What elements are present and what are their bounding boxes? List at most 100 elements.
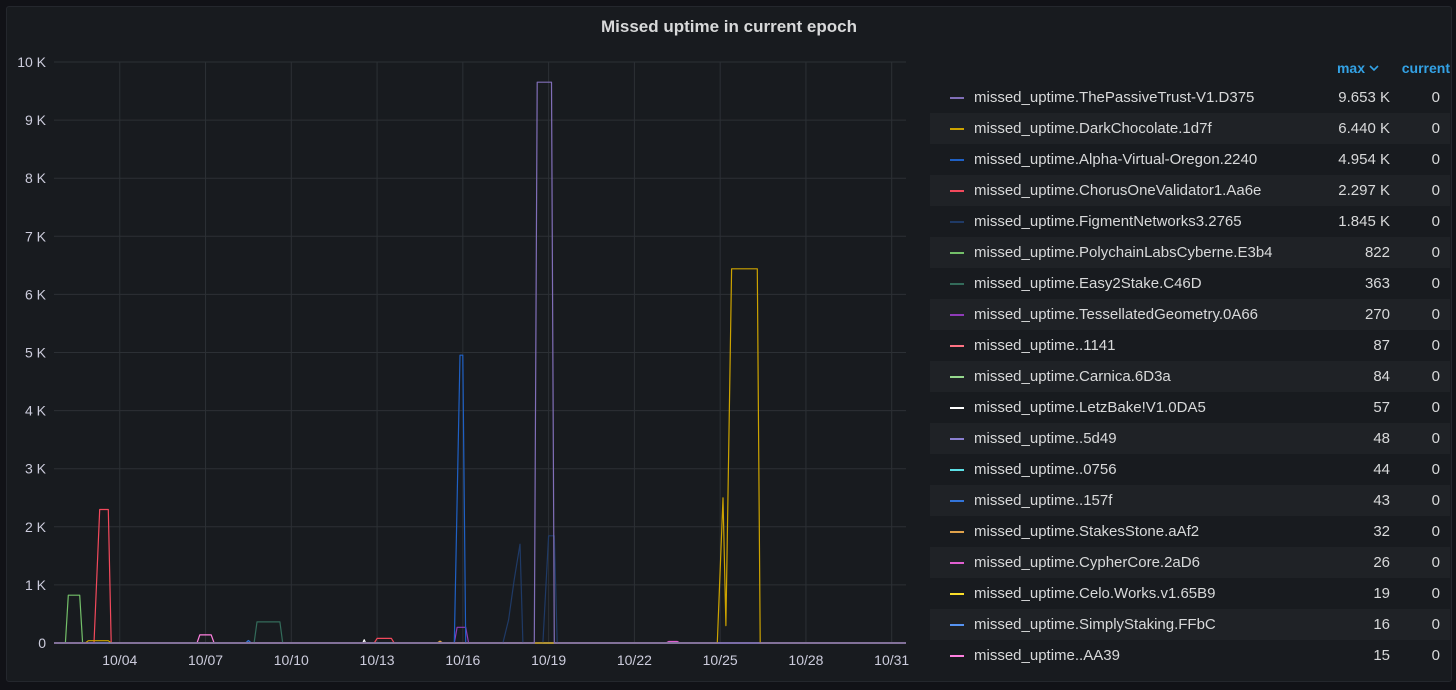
legend-max-value: 15	[1373, 647, 1390, 664]
legend-row[interactable]: missed_uptime.CypherCore.2aD6 26 0	[930, 547, 1450, 578]
legend-row[interactable]: missed_uptime.DarkChocolate.1d7f 6.440 K 0	[930, 113, 1450, 144]
legend-swatch[interactable]	[950, 158, 964, 161]
legend-row[interactable]: missed_uptime..AA39 15 0	[930, 640, 1450, 671]
legend-row[interactable]: missed_uptime.Alpha-Virtual-Oregon.2240 4…	[930, 144, 1450, 175]
legend-row[interactable]: missed_uptime..0756 44 0	[930, 454, 1450, 485]
legend-series-name[interactable]: missed_uptime..AA39	[974, 647, 1120, 664]
legend-rows: missed_uptime.ThePassiveTrust-V1.D375 9.6…	[930, 82, 1450, 671]
x-tick-label: 10/07	[188, 652, 223, 668]
legend-current-value: 0	[1431, 244, 1440, 261]
legend-swatch[interactable]	[950, 282, 964, 285]
legend-swatch[interactable]	[950, 623, 964, 626]
panel-title[interactable]: Missed uptime in current epoch	[601, 17, 857, 36]
legend-max-value: 87	[1373, 337, 1390, 354]
legend-row[interactable]: missed_uptime..5d49 48 0	[930, 423, 1450, 454]
legend-series-name[interactable]: missed_uptime.LetzBake!V1.0DA5	[974, 399, 1206, 416]
legend-series-name[interactable]: missed_uptime.ChorusOneValidator1.Aa6e	[974, 182, 1262, 199]
legend-max-value: 44	[1373, 461, 1390, 478]
legend-swatch[interactable]	[950, 654, 964, 657]
legend-row[interactable]: missed_uptime..157f 43 0	[930, 485, 1450, 516]
y-tick-label: 3 K	[25, 461, 47, 477]
legend-current-value: 0	[1431, 554, 1440, 571]
legend-series-name[interactable]: missed_uptime..157f	[974, 492, 1113, 509]
legend-current-value: 0	[1431, 368, 1440, 385]
legend-row[interactable]: missed_uptime..1141 87 0	[930, 330, 1450, 361]
legend-swatch[interactable]	[950, 251, 964, 254]
legend-max-value: 48	[1373, 430, 1390, 447]
legend-max-column-header[interactable]: max	[1321, 60, 1379, 76]
legend-series-name[interactable]: missed_uptime.Easy2Stake.C46D	[974, 275, 1202, 292]
legend-series-name[interactable]: missed_uptime..1141	[974, 337, 1116, 354]
x-tick-label: 10/25	[703, 652, 738, 668]
legend-row[interactable]: missed_uptime.SimplyStaking.FFbC 16 0	[930, 609, 1450, 640]
y-tick-label: 2 K	[25, 519, 47, 535]
legend-current-value: 0	[1431, 275, 1440, 292]
legend-series-name[interactable]: missed_uptime.FigmentNetworks3.2765	[974, 213, 1242, 230]
legend-swatch[interactable]	[950, 592, 964, 595]
legend-swatch[interactable]	[950, 96, 964, 99]
series-line	[54, 626, 906, 644]
legend-max-value: 26	[1373, 554, 1390, 571]
legend-row[interactable]: missed_uptime.ChorusOneValidator1.Aa6e 2.…	[930, 175, 1450, 206]
legend-series-name[interactable]: missed_uptime.SimplyStaking.FFbC	[974, 616, 1216, 633]
legend-current-value: 0	[1431, 89, 1440, 106]
legend-series-name[interactable]: missed_uptime.CypherCore.2aD6	[974, 554, 1200, 571]
series-line	[54, 594, 906, 644]
legend-swatch[interactable]	[950, 406, 964, 409]
legend-series-name[interactable]: missed_uptime..0756	[974, 461, 1117, 478]
legend-row[interactable]: missed_uptime.LetzBake!V1.0DA5 57 0	[930, 392, 1450, 423]
legend-row[interactable]: missed_uptime.Easy2Stake.C46D 363 0	[930, 268, 1450, 299]
series-line	[54, 634, 906, 644]
legend-swatch[interactable]	[950, 468, 964, 471]
legend-max-value: 6.440 K	[1338, 120, 1390, 137]
legend-swatch[interactable]	[950, 499, 964, 502]
legend-series-name[interactable]: missed_uptime.Alpha-Virtual-Oregon.2240	[974, 151, 1258, 168]
legend-row[interactable]: missed_uptime.ThePassiveTrust-V1.D375 9.6…	[930, 82, 1450, 113]
legend-series-name[interactable]: missed_uptime.Celo.Works.v1.65B9	[974, 585, 1216, 602]
legend-swatch[interactable]	[950, 437, 964, 440]
legend-max-value: 32	[1373, 523, 1390, 540]
legend-series-name[interactable]: missed_uptime.DarkChocolate.1d7f	[974, 120, 1212, 137]
legend-swatch[interactable]	[950, 127, 964, 130]
legend-current-value: 0	[1431, 399, 1440, 416]
legend-swatch[interactable]	[950, 530, 964, 533]
legend-current-value: 0	[1431, 585, 1440, 602]
legend-header: max current	[930, 54, 1450, 82]
legend-row[interactable]: missed_uptime.Celo.Works.v1.65B9 19 0	[930, 578, 1450, 609]
legend-row[interactable]: missed_uptime.PolychainLabsCyberne.E3b4 8…	[930, 237, 1450, 268]
series-line	[54, 508, 906, 644]
legend-swatch[interactable]	[950, 189, 964, 192]
x-tick-label: 10/28	[788, 652, 823, 668]
legend-current-value: 0	[1431, 430, 1440, 447]
legend-row[interactable]: missed_uptime.TessellatedGeometry.0A66 27…	[930, 299, 1450, 330]
legend-max-value: 84	[1373, 368, 1390, 385]
legend-swatch[interactable]	[950, 561, 964, 564]
legend-row[interactable]: missed_uptime.StakesStone.aAf2 32 0	[930, 516, 1450, 547]
legend-row[interactable]: missed_uptime.FigmentNetworks3.2765 1.845…	[930, 206, 1450, 237]
legend-current-column-header[interactable]: current	[1401, 60, 1450, 76]
legend-row[interactable]: missed_uptime.Carnica.6D3a 84 0	[930, 361, 1450, 392]
legend-swatch[interactable]	[950, 220, 964, 223]
legend-series-name[interactable]: missed_uptime.StakesStone.aAf2	[974, 523, 1200, 540]
legend-max-value: 822	[1364, 244, 1390, 261]
legend-max-value: 16	[1373, 616, 1390, 633]
line-chart: 0 1 K 2 K 3 K 4 K 5 K 6 K 7 K 8 K 9 K 10 K 10/04 10/…	[17, 54, 909, 668]
x-tick-label: 10/31	[874, 652, 909, 668]
legend-swatch[interactable]	[950, 313, 964, 316]
legend-max-value: 1.845 K	[1338, 213, 1390, 230]
y-tick-label: 1 K	[25, 577, 47, 593]
legend-series-name[interactable]: missed_uptime.Carnica.6D3a	[974, 368, 1171, 385]
legend-series-name[interactable]: missed_uptime..5d49	[974, 430, 1117, 447]
y-tick-label: 7 K	[25, 228, 47, 244]
legend-current-value: 0	[1431, 492, 1440, 509]
legend-swatch[interactable]	[950, 375, 964, 378]
series-line	[54, 354, 906, 644]
legend-series-name[interactable]: missed_uptime.ThePassiveTrust-V1.D375	[974, 89, 1255, 106]
legend-max-value: 43	[1373, 492, 1390, 509]
y-tick-label: 8 K	[25, 170, 47, 186]
legend-series-name[interactable]: missed_uptime.PolychainLabsCyberne.E3b4	[974, 244, 1273, 261]
chevron-down-icon	[1369, 65, 1379, 72]
legend-max-value: 19	[1373, 585, 1390, 602]
legend-swatch[interactable]	[950, 344, 964, 347]
legend-series-name[interactable]: missed_uptime.TessellatedGeometry.0A66	[974, 306, 1259, 323]
